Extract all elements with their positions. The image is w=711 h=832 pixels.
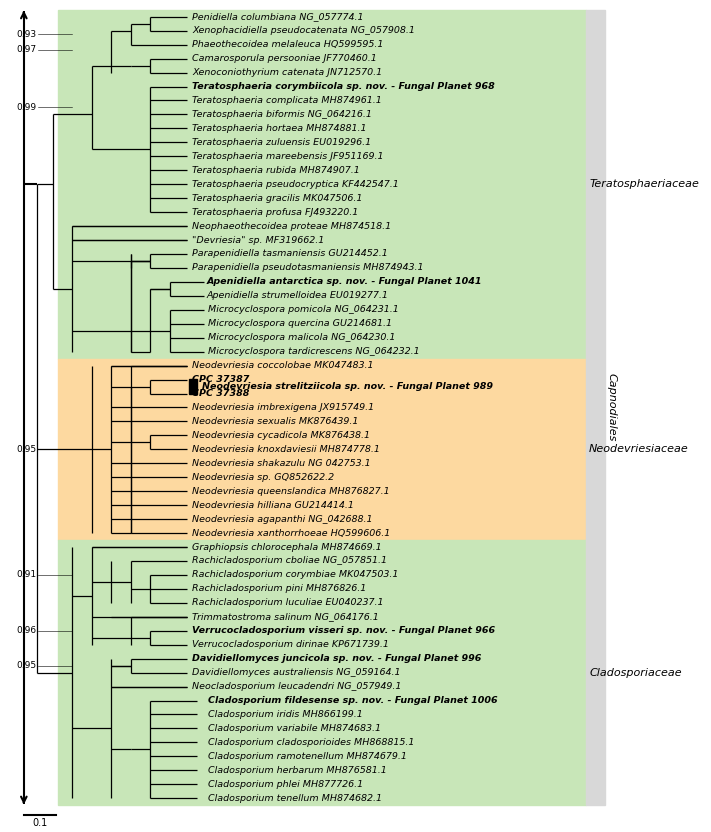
Text: Neodevriesia strelitziicola sp. nov. - Fungal Planet 989: Neodevriesia strelitziicola sp. nov. - F… (202, 382, 493, 391)
Text: 0.95: 0.95 (16, 661, 37, 670)
Text: Teratosphaeria gracilis MK047506.1: Teratosphaeria gracilis MK047506.1 (192, 194, 363, 203)
Text: Graphiopsis chlorocephala MH874669.1: Graphiopsis chlorocephala MH874669.1 (192, 542, 382, 552)
Text: Neodevriesia agapanthi NG_042688.1: Neodevriesia agapanthi NG_042688.1 (192, 515, 373, 523)
Text: Verrucocladosporium visseri sp. nov. - Fungal Planet 966: Verrucocladosporium visseri sp. nov. - F… (192, 626, 496, 636)
Text: 0.95: 0.95 (16, 445, 37, 453)
Text: Teratosphaeria mareebensis JF951169.1: Teratosphaeria mareebensis JF951169.1 (192, 151, 384, 161)
Text: Davidiellomyces australiensis NG_059164.1: Davidiellomyces australiensis NG_059164.… (192, 668, 401, 677)
Text: Teratosphaeria hortaea MH874881.1: Teratosphaeria hortaea MH874881.1 (192, 124, 367, 133)
Text: CPC 37387: CPC 37387 (192, 375, 250, 384)
Bar (58, 359, 586, 540)
Text: Teratosphaeria profusa FJ493220.1: Teratosphaeria profusa FJ493220.1 (192, 208, 358, 216)
Text: Neodevriesia xanthorrhoeae HQ599606.1: Neodevriesia xanthorrhoeae HQ599606.1 (192, 528, 390, 537)
Text: Teratosphaeria rubida MH874907.1: Teratosphaeria rubida MH874907.1 (192, 166, 360, 175)
Text: Microcyclospora quercina GU214681.1: Microcyclospora quercina GU214681.1 (208, 319, 392, 329)
Text: Neodevriesia sp. GQ852622.2: Neodevriesia sp. GQ852622.2 (192, 473, 334, 482)
Text: Cladosporium fildesense sp. nov. - Fungal Planet 1006: Cladosporium fildesense sp. nov. - Funga… (208, 696, 498, 705)
Text: Neodevriesia knoxdaviesii MH874778.1: Neodevriesia knoxdaviesii MH874778.1 (192, 445, 380, 453)
Text: Cladosporiaceae: Cladosporiaceae (589, 667, 682, 677)
Text: Neodevriesia sexualis MK876439.1: Neodevriesia sexualis MK876439.1 (192, 417, 358, 426)
Text: 0.96: 0.96 (16, 626, 37, 636)
Text: Neodevriesia queenslandica MH876827.1: Neodevriesia queenslandica MH876827.1 (192, 487, 390, 496)
Text: Microcyclospora pomicola NG_064231.1: Microcyclospora pomicola NG_064231.1 (208, 305, 400, 314)
Text: Teratosphaeria zuluensis EU019296.1: Teratosphaeria zuluensis EU019296.1 (192, 138, 371, 146)
Text: Teratosphaeria corymbiicola sp. nov. - Fungal Planet 968: Teratosphaeria corymbiicola sp. nov. - F… (192, 82, 495, 91)
Text: Xenophacidiella pseudocatenata NG_057908.1: Xenophacidiella pseudocatenata NG_057908… (192, 26, 415, 35)
Bar (189, 379, 197, 394)
Text: Neocladosporium leucadendri NG_057949.1: Neocladosporium leucadendri NG_057949.1 (192, 682, 402, 691)
Text: Cladosporium phlei MH877726.1: Cladosporium phlei MH877726.1 (208, 780, 363, 789)
Text: Xenoconiothyrium catenata JN712570.1: Xenoconiothyrium catenata JN712570.1 (192, 68, 383, 77)
Text: Cladosporium herbarum MH876581.1: Cladosporium herbarum MH876581.1 (208, 765, 387, 775)
Text: Capnodiales: Capnodiales (606, 374, 617, 442)
Text: Neodevriesia cycadicola MK876438.1: Neodevriesia cycadicola MK876438.1 (192, 431, 370, 440)
Text: Phaeothecoidea melaleuca HQ599595.1: Phaeothecoidea melaleuca HQ599595.1 (192, 40, 384, 49)
Text: Rachicladosporium cboliae NG_057851.1: Rachicladosporium cboliae NG_057851.1 (192, 557, 387, 566)
Text: 0.1: 0.1 (33, 819, 48, 829)
Text: Cladosporium variabile MH874683.1: Cladosporium variabile MH874683.1 (208, 724, 382, 733)
Text: Rachicladosporium corymbiae MK047503.1: Rachicladosporium corymbiae MK047503.1 (192, 571, 399, 579)
Text: Neodevriesia hilliana GU214414.1: Neodevriesia hilliana GU214414.1 (192, 501, 354, 510)
Text: CPC 37388: CPC 37388 (192, 389, 250, 398)
Text: Parapenidiella pseudotasmaniensis MH874943.1: Parapenidiella pseudotasmaniensis MH8749… (192, 264, 424, 272)
Text: Microcyclospora malicola NG_064230.1: Microcyclospora malicola NG_064230.1 (208, 333, 396, 342)
Text: Cladosporium iridis MH866199.1: Cladosporium iridis MH866199.1 (208, 710, 363, 719)
Text: Teratosphaeriaceae: Teratosphaeriaceae (589, 179, 699, 189)
Text: 0.97: 0.97 (16, 46, 37, 54)
Text: Neodevriesia imbrexigena JX915749.1: Neodevriesia imbrexigena JX915749.1 (192, 403, 375, 412)
Text: Neodevriesiaceae: Neodevriesiaceae (589, 444, 689, 454)
Text: Rachicladosporium luculiae EU040237.1: Rachicladosporium luculiae EU040237.1 (192, 598, 384, 607)
Text: 0.93: 0.93 (16, 30, 37, 38)
Text: Neodevriesia shakazulu NG 042753.1: Neodevriesia shakazulu NG 042753.1 (192, 458, 371, 468)
Text: Microcyclospora tardicrescens NG_064232.1: Microcyclospora tardicrescens NG_064232.… (208, 347, 420, 356)
Text: Apenidiella strumelloidea EU019277.1: Apenidiella strumelloidea EU019277.1 (207, 291, 389, 300)
Text: Teratosphaeria biformis NG_064216.1: Teratosphaeria biformis NG_064216.1 (192, 110, 372, 119)
Text: Davidiellomyces juncicola sp. nov. - Fungal Planet 996: Davidiellomyces juncicola sp. nov. - Fun… (192, 654, 481, 663)
Text: Penidiella columbiana NG_057774.1: Penidiella columbiana NG_057774.1 (192, 12, 364, 22)
Text: Neophaeothecoidea proteae MH874518.1: Neophaeothecoidea proteae MH874518.1 (192, 221, 392, 230)
Bar (58, 540, 586, 805)
Text: Rachicladosporium pini MH876826.1: Rachicladosporium pini MH876826.1 (192, 584, 367, 593)
Text: Apenidiella antarctica sp. nov. - Fungal Planet 1041: Apenidiella antarctica sp. nov. - Fungal… (207, 277, 482, 286)
Text: Cladosporium tenellum MH874682.1: Cladosporium tenellum MH874682.1 (208, 794, 383, 803)
Bar (586, 10, 605, 805)
Bar (58, 10, 586, 359)
Text: Cladosporium cladosporioides MH868815.1: Cladosporium cladosporioides MH868815.1 (208, 738, 415, 747)
Text: Teratosphaeria complicata MH874961.1: Teratosphaeria complicata MH874961.1 (192, 96, 382, 105)
Text: 0.99: 0.99 (16, 103, 37, 112)
Text: Neodevriesia coccolobae MK047483.1: Neodevriesia coccolobae MK047483.1 (192, 361, 374, 370)
Text: Trimmatostroma salinum NG_064176.1: Trimmatostroma salinum NG_064176.1 (192, 612, 379, 622)
Text: Camarosporula persooniae JF770460.1: Camarosporula persooniae JF770460.1 (192, 54, 377, 63)
Text: Teratosphaeria pseudocryptica KF442547.1: Teratosphaeria pseudocryptica KF442547.1 (192, 180, 399, 189)
Text: Verrucocladosporium dirinae KP671739.1: Verrucocladosporium dirinae KP671739.1 (192, 640, 389, 649)
Text: Cladosporium ramotenellum MH874679.1: Cladosporium ramotenellum MH874679.1 (208, 752, 407, 760)
Text: "Devriesia" sp. MF319662.1: "Devriesia" sp. MF319662.1 (192, 235, 324, 245)
Text: Parapenidiella tasmaniensis GU214452.1: Parapenidiella tasmaniensis GU214452.1 (192, 250, 388, 259)
Text: 0.91: 0.91 (16, 571, 37, 579)
